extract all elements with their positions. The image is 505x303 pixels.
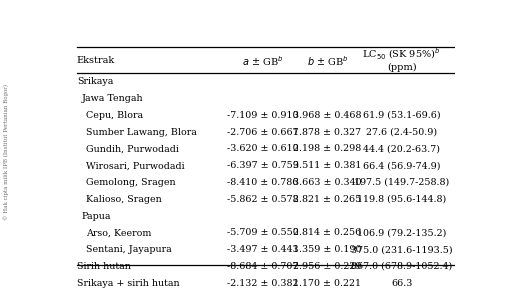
Text: -6.397 ± 0.759: -6.397 ± 0.759 [227,161,298,170]
Text: Ekstrak: Ekstrak [77,56,115,65]
Text: -2.132 ± 0.382: -2.132 ± 0.382 [227,279,298,288]
Text: 2.814 ± 0.256: 2.814 ± 0.256 [293,228,362,237]
Text: 106.9 (79.2-135.2): 106.9 (79.2-135.2) [357,228,446,237]
Text: (ppm): (ppm) [387,63,417,72]
Text: 375.0 (231.6-1193.5): 375.0 (231.6-1193.5) [351,245,452,254]
Text: $b$ $\pm$ GB$^b$: $b$ $\pm$ GB$^b$ [307,54,348,68]
Text: Kalioso, Sragen: Kalioso, Sragen [86,195,162,204]
Text: -7.109 ± 0.910: -7.109 ± 0.910 [227,111,298,120]
Text: Srikaya + sirih hutan: Srikaya + sirih hutan [77,279,179,288]
Text: -8.410 ± 0.786: -8.410 ± 0.786 [227,178,298,187]
Text: © Hak cipta milik IPB (Institut Pertanian Bogor): © Hak cipta milik IPB (Institut Pertania… [3,84,9,219]
Text: Wirosari, Purwodadi: Wirosari, Purwodadi [86,161,185,170]
Text: 3.663 ± 0.340: 3.663 ± 0.340 [293,178,362,187]
Text: -3.497 ± 0.443: -3.497 ± 0.443 [227,245,298,254]
Text: Srikaya: Srikaya [77,77,113,86]
Text: 44.4 (20.2-63.7): 44.4 (20.2-63.7) [363,145,440,153]
Text: 3.511 ± 0.381: 3.511 ± 0.381 [293,161,362,170]
Text: 3.968 ± 0.468: 3.968 ± 0.468 [293,111,362,120]
Text: 61.9 (53.1-69.6): 61.9 (53.1-69.6) [363,111,440,120]
Text: Papua: Papua [81,211,111,221]
Text: -5.862 ± 0.578: -5.862 ± 0.578 [227,195,298,204]
Text: $a$ $\pm$ GB$^b$: $a$ $\pm$ GB$^b$ [242,54,283,68]
Text: 867.0 (678.9-1052.4): 867.0 (678.9-1052.4) [351,262,452,271]
Text: 27.6 (2.4-50.9): 27.6 (2.4-50.9) [366,128,437,137]
Text: 2.198 ± 0.298: 2.198 ± 0.298 [293,145,362,153]
Text: LC$_{50}$ (SK 95%)$^b$: LC$_{50}$ (SK 95%)$^b$ [363,46,441,62]
Text: Gemolong, Sragen: Gemolong, Sragen [86,178,176,187]
Text: 1.878 ± 0.327: 1.878 ± 0.327 [293,128,362,137]
Text: 1.359 ± 0.190: 1.359 ± 0.190 [293,245,362,254]
Text: Jawa Tengah: Jawa Tengah [81,94,143,103]
Text: 1.170 ± 0.221: 1.170 ± 0.221 [293,279,361,288]
Text: 2.956 ± 0.229: 2.956 ± 0.229 [293,262,362,271]
Text: 2.821 ± 0.265: 2.821 ± 0.265 [293,195,362,204]
Text: -8.684 ± 0.707: -8.684 ± 0.707 [227,262,298,271]
Text: 197.5 (149.7-258.8): 197.5 (149.7-258.8) [354,178,449,187]
Text: 66.4 (56.9-74.9): 66.4 (56.9-74.9) [363,161,440,170]
Text: Sentani, Jayapura: Sentani, Jayapura [86,245,172,254]
Text: 119.8 (95.6-144.8): 119.8 (95.6-144.8) [357,195,446,204]
Text: -5.709 ± 0.550: -5.709 ± 0.550 [227,228,298,237]
Text: 66.3: 66.3 [391,279,413,288]
Text: Cepu, Blora: Cepu, Blora [86,111,143,120]
Text: -3.620 ± 0.610: -3.620 ± 0.610 [227,145,298,153]
Text: Sumber Lawang, Blora: Sumber Lawang, Blora [86,128,197,137]
Text: -2.706 ± 0.667: -2.706 ± 0.667 [227,128,298,137]
Text: Sirih hutan: Sirih hutan [77,262,131,271]
Text: Arso, Keerom: Arso, Keerom [86,228,152,237]
Text: Gundih, Purwodadi: Gundih, Purwodadi [86,145,179,153]
